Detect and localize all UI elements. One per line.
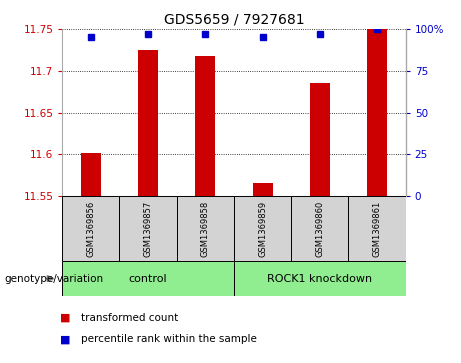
Title: GDS5659 / 7927681: GDS5659 / 7927681 xyxy=(164,12,304,26)
Bar xyxy=(195,56,215,196)
Bar xyxy=(234,261,406,296)
Text: GSM1369861: GSM1369861 xyxy=(372,201,382,257)
Bar xyxy=(177,196,234,261)
Text: percentile rank within the sample: percentile rank within the sample xyxy=(81,334,257,344)
Bar xyxy=(119,196,177,261)
Bar xyxy=(138,50,158,196)
Bar xyxy=(81,154,101,196)
Bar xyxy=(291,196,349,261)
Text: genotype/variation: genotype/variation xyxy=(5,274,104,284)
Text: ■: ■ xyxy=(60,313,71,323)
Bar xyxy=(62,261,234,296)
Text: ROCK1 knockdown: ROCK1 knockdown xyxy=(267,274,372,284)
Text: GSM1369860: GSM1369860 xyxy=(315,201,325,257)
Text: GSM1369857: GSM1369857 xyxy=(143,201,153,257)
Bar xyxy=(349,196,406,261)
Text: transformed count: transformed count xyxy=(81,313,178,323)
Bar xyxy=(62,196,119,261)
Text: control: control xyxy=(129,274,167,284)
Text: ■: ■ xyxy=(60,334,71,344)
Bar xyxy=(234,196,291,261)
Text: GSM1369858: GSM1369858 xyxy=(201,201,210,257)
Bar xyxy=(310,83,330,196)
Bar xyxy=(253,184,272,196)
Text: GSM1369859: GSM1369859 xyxy=(258,201,267,257)
Text: GSM1369856: GSM1369856 xyxy=(86,201,95,257)
Bar xyxy=(367,25,387,196)
